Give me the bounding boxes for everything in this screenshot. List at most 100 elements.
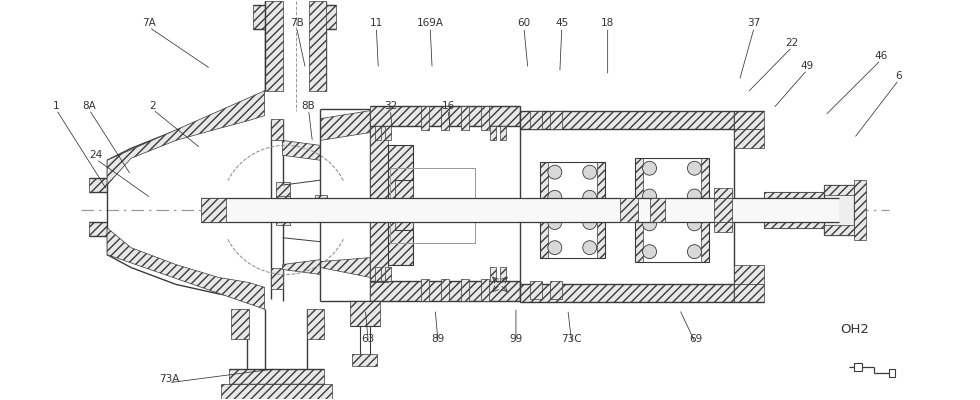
Bar	[309, 1, 326, 91]
Bar	[275, 195, 289, 225]
Bar	[854, 180, 866, 240]
Circle shape	[643, 245, 657, 258]
Bar	[824, 225, 854, 235]
Bar	[201, 198, 225, 222]
Text: 69: 69	[689, 334, 702, 344]
Text: 99: 99	[510, 334, 522, 344]
Text: 24: 24	[89, 150, 103, 160]
Circle shape	[583, 241, 597, 255]
Bar	[388, 145, 414, 264]
Bar	[650, 198, 664, 222]
Bar	[353, 354, 377, 366]
Bar	[461, 106, 469, 130]
Bar	[270, 268, 282, 289]
Bar	[824, 185, 854, 235]
Bar	[375, 126, 381, 140]
Bar	[270, 118, 282, 140]
Bar	[714, 188, 732, 198]
Circle shape	[583, 190, 597, 204]
Bar	[764, 192, 824, 200]
Text: 32: 32	[383, 101, 397, 111]
Bar	[854, 363, 862, 371]
Text: 37: 37	[748, 18, 760, 28]
Bar	[220, 384, 332, 399]
Bar	[421, 106, 429, 130]
Bar	[265, 1, 282, 91]
Bar	[421, 280, 429, 301]
Bar	[635, 158, 643, 262]
Circle shape	[643, 217, 657, 231]
Bar	[520, 284, 734, 302]
Bar	[714, 222, 732, 232]
Bar	[230, 309, 249, 339]
Bar	[375, 266, 381, 282]
Bar	[734, 264, 764, 284]
Bar	[490, 126, 496, 140]
Polygon shape	[320, 111, 370, 140]
Bar	[530, 111, 542, 128]
Text: 8A: 8A	[82, 101, 96, 111]
Text: 6: 6	[896, 71, 903, 81]
Polygon shape	[282, 260, 320, 274]
Bar	[385, 126, 391, 140]
Bar	[370, 106, 520, 126]
Text: 1: 1	[53, 101, 60, 111]
Bar	[228, 369, 324, 384]
Bar	[441, 280, 449, 301]
Text: 63: 63	[362, 334, 375, 344]
Text: 7B: 7B	[290, 18, 304, 28]
Circle shape	[643, 161, 657, 175]
Bar	[889, 369, 895, 377]
Bar	[390, 168, 475, 243]
Text: 16: 16	[442, 101, 455, 111]
Circle shape	[548, 241, 562, 255]
Bar	[530, 282, 542, 299]
Bar	[89, 222, 107, 236]
Bar	[316, 195, 327, 217]
Bar	[385, 266, 391, 282]
Bar	[395, 180, 414, 230]
Bar	[764, 192, 824, 228]
Bar	[550, 111, 562, 128]
Text: 60: 60	[517, 18, 530, 28]
Bar	[824, 185, 854, 195]
Bar	[714, 198, 732, 222]
Text: 8B: 8B	[302, 101, 316, 111]
Bar	[619, 198, 638, 222]
Bar	[320, 5, 336, 29]
Bar	[370, 282, 520, 301]
Text: 18: 18	[601, 18, 614, 28]
Bar	[370, 126, 388, 282]
Circle shape	[548, 216, 562, 230]
Bar	[201, 198, 839, 222]
Bar	[490, 266, 496, 282]
Bar	[500, 266, 506, 282]
Bar	[307, 309, 324, 339]
Text: 22: 22	[786, 38, 799, 48]
Bar	[253, 5, 269, 29]
Bar	[540, 162, 548, 258]
Text: 45: 45	[556, 18, 568, 28]
Circle shape	[643, 189, 657, 203]
Circle shape	[687, 245, 702, 258]
Bar	[500, 126, 506, 140]
Bar	[461, 280, 469, 301]
Text: 49: 49	[801, 61, 813, 71]
Polygon shape	[107, 91, 265, 185]
Text: 2: 2	[150, 101, 156, 111]
Bar	[351, 301, 380, 326]
Text: 7A: 7A	[142, 18, 156, 28]
Bar	[764, 220, 824, 228]
Bar	[275, 182, 289, 196]
Bar	[734, 111, 764, 128]
Bar	[597, 162, 605, 258]
Text: OH2: OH2	[841, 322, 869, 336]
Circle shape	[687, 217, 702, 231]
Text: 73C: 73C	[562, 334, 582, 344]
Text: 73A: 73A	[159, 374, 179, 384]
Circle shape	[583, 216, 597, 230]
Bar	[481, 280, 489, 301]
Circle shape	[687, 189, 702, 203]
Text: 11: 11	[369, 18, 383, 28]
Bar	[702, 158, 710, 262]
